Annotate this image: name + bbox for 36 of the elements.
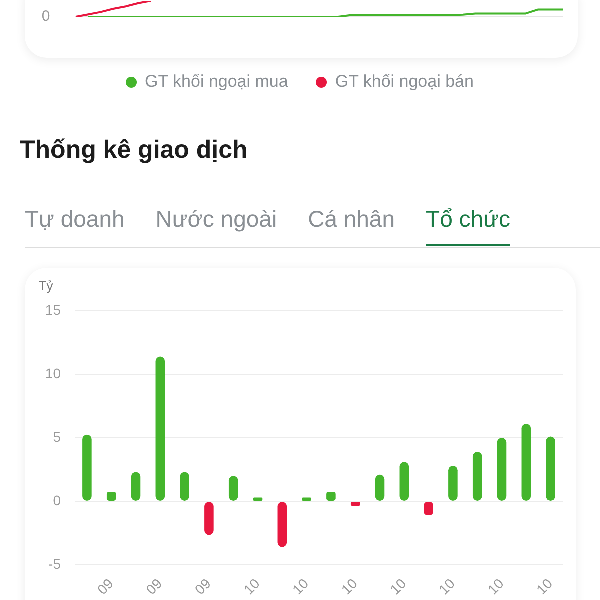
x-tick-label: 10 bbox=[533, 575, 556, 598]
legend-label: GT khối ngoại bán bbox=[335, 72, 474, 92]
bar bbox=[522, 424, 532, 501]
bar bbox=[156, 356, 166, 501]
bar bbox=[497, 438, 507, 501]
x-tick-label: 10 bbox=[289, 575, 312, 598]
text: Tự doanh bbox=[25, 206, 125, 234]
x-tick-label: 10 bbox=[484, 575, 507, 598]
bar bbox=[546, 436, 556, 501]
bar bbox=[472, 452, 482, 501]
bar bbox=[400, 462, 410, 501]
bar bbox=[204, 502, 214, 536]
x-tick-label: 10 bbox=[338, 575, 361, 598]
x-tick-label: 10 bbox=[436, 575, 458, 598]
x-tick-label: 09 bbox=[94, 575, 117, 598]
y-axis-title: Tỷ bbox=[38, 278, 54, 294]
y-tick-label: 10 bbox=[45, 365, 62, 382]
y-tick-label: -5 bbox=[48, 556, 62, 572]
x-tick-label: 09 bbox=[142, 575, 166, 598]
chart-title: Thống kê giao dịch bbox=[20, 136, 248, 165]
legend-label: GT khối ngoại mua bbox=[145, 72, 288, 92]
x-tick-label: 10 bbox=[240, 575, 263, 598]
y-tick-label: 5 bbox=[53, 428, 62, 445]
bar bbox=[302, 498, 312, 501]
bar bbox=[82, 434, 92, 501]
x-tick-label: 09 bbox=[192, 575, 214, 598]
x-tick-label: 10 bbox=[386, 575, 410, 598]
y-tick-label: 0 bbox=[53, 492, 62, 508]
text: Tổ chức bbox=[426, 206, 510, 246]
bar bbox=[253, 498, 263, 501]
text: Cá nhân bbox=[308, 206, 396, 234]
y-tick-label: 15 bbox=[45, 302, 62, 318]
bar bbox=[448, 466, 458, 501]
text: Nước ngoài bbox=[156, 206, 278, 234]
bar bbox=[350, 502, 360, 506]
bar bbox=[278, 502, 288, 548]
